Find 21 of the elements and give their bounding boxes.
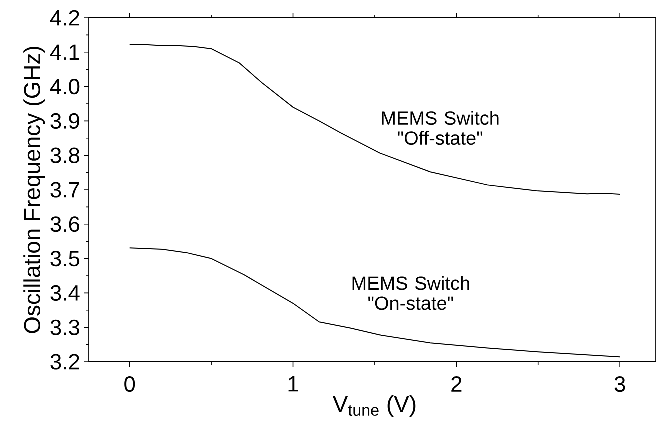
y-tick-label: 3.4 [50, 285, 80, 301]
y-axis-title: Oscillation Frequency (GHz) [24, 47, 46, 334]
x-tick-label: 3 [614, 376, 626, 392]
y-tick-label: 3.7 [50, 182, 80, 198]
y-tick-label: 3.5 [50, 251, 80, 267]
y-tick-label: 4.2 [50, 10, 80, 26]
y-tick-label: 3.6 [50, 216, 80, 232]
line-series [129, 44, 621, 195]
annotation: MEMS Switch "On-state" [352, 276, 470, 310]
annotation: MEMS Switch "Off-state" [382, 111, 499, 146]
y-tick-label: 3.2 [50, 354, 80, 370]
x-axis-title: V$_{tune}$ (V) [332, 396, 416, 417]
y-tick-label: 3.8 [50, 148, 80, 164]
x-tick-label: 1 [288, 376, 298, 392]
y-tick-label: 4.1 [50, 44, 80, 60]
line-series [129, 248, 621, 358]
y-tick-label: 3.9 [50, 113, 80, 129]
x-tick-label: 2 [452, 376, 462, 392]
y-tick-label: 4.0 [50, 79, 80, 95]
x-tick-label: 0 [124, 376, 136, 392]
y-tick-label: 3.3 [50, 320, 80, 336]
